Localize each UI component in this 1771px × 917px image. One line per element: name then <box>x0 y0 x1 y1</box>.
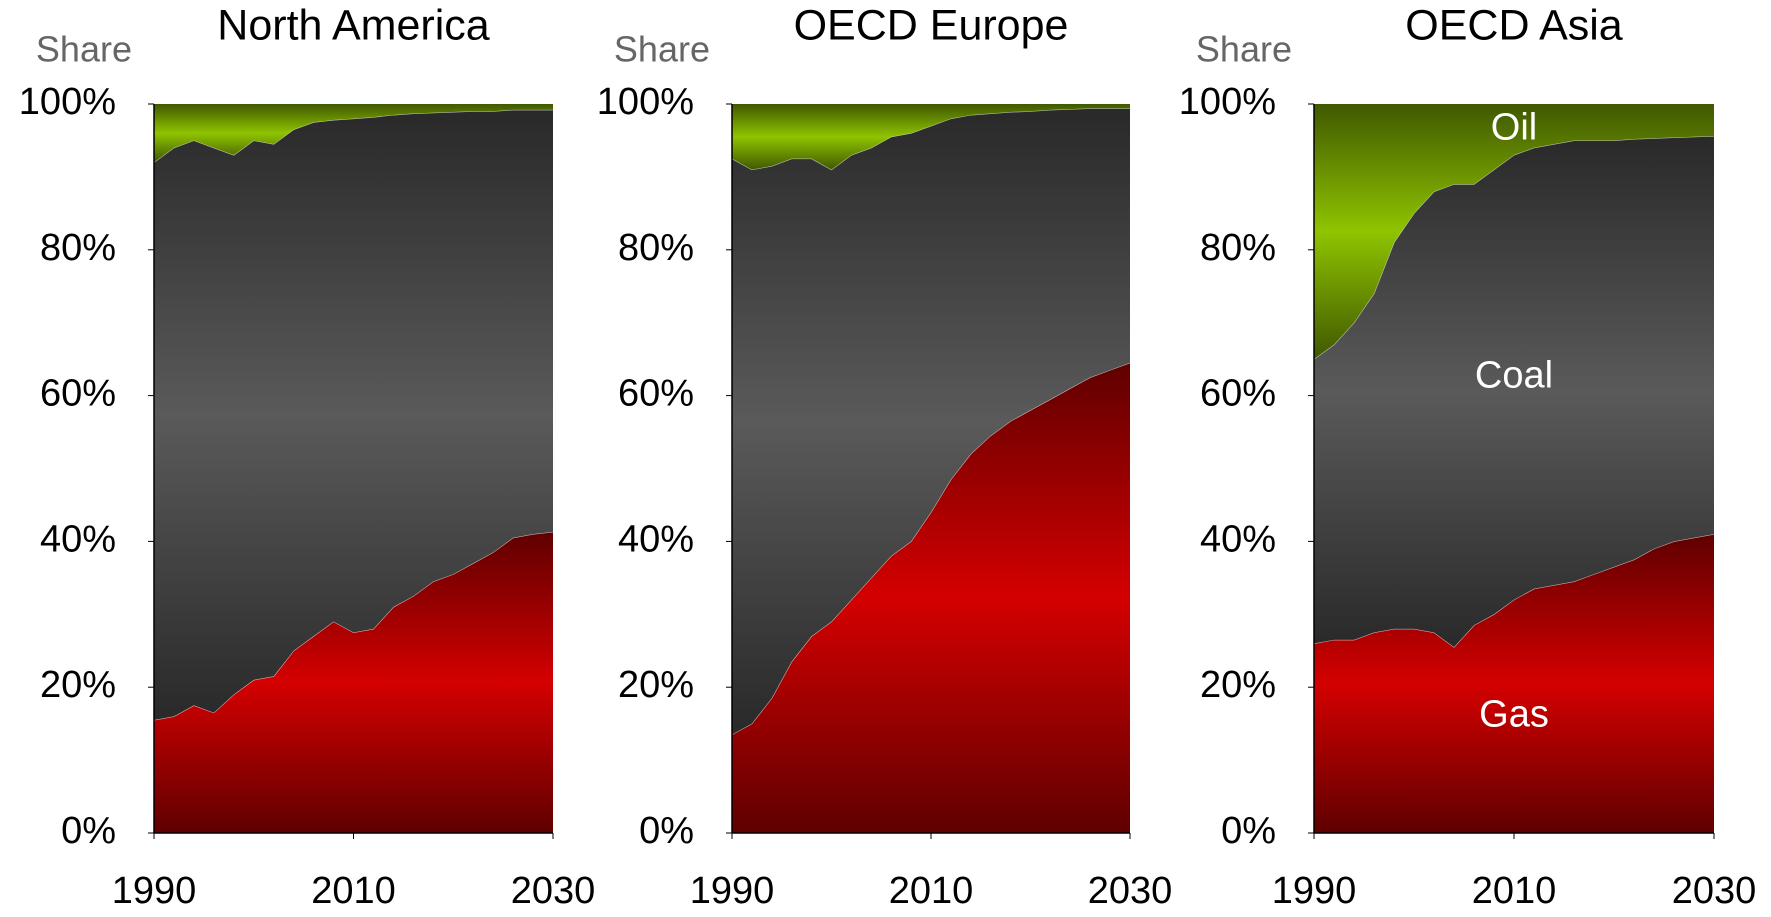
area <box>154 531 553 833</box>
y-tick-label: 40% <box>1200 518 1276 560</box>
area <box>732 108 1130 735</box>
y-tick-label: 80% <box>618 227 694 269</box>
y-axis-label: Share <box>36 29 132 70</box>
chart-title: OECD Asia <box>1405 1 1623 49</box>
y-tick-label: 0% <box>1221 810 1276 852</box>
y-tick-label: 80% <box>40 227 116 269</box>
series-label: Coal <box>1475 354 1553 396</box>
y-tick-label: 20% <box>1200 664 1276 706</box>
x-tick-label: 1990 <box>1272 870 1357 912</box>
area <box>154 104 553 163</box>
x-tick-label: 1990 <box>690 870 775 912</box>
x-tick-label: 2030 <box>1088 870 1173 912</box>
y-tick-label: 0% <box>639 810 694 852</box>
y-tick-label: 100% <box>1179 81 1276 123</box>
y-tick-label: 0% <box>61 810 116 852</box>
y-axis-label: Share <box>614 29 710 70</box>
area <box>1314 104 1714 360</box>
x-tick-label: 1990 <box>112 870 197 912</box>
y-tick-label: 80% <box>1200 227 1276 269</box>
area <box>732 104 1130 170</box>
x-tick-label: 2030 <box>511 870 596 912</box>
x-tick-label: 2030 <box>1672 870 1757 912</box>
x-tick-label: 2010 <box>311 870 396 912</box>
area <box>1314 136 1714 648</box>
y-tick-label: 100% <box>597 81 694 123</box>
chart-title: OECD Europe <box>794 1 1069 49</box>
x-tick-label: 2010 <box>1472 870 1557 912</box>
area <box>154 109 553 720</box>
x-tick-label: 2010 <box>889 870 974 912</box>
y-tick-label: 60% <box>618 373 694 415</box>
y-tick-label: 60% <box>1200 373 1276 415</box>
y-tick-label: 40% <box>40 518 116 560</box>
y-tick-label: 20% <box>618 664 694 706</box>
chart-title: North America <box>217 1 490 49</box>
y-tick-label: 60% <box>40 373 116 415</box>
y-tick-label: 20% <box>40 664 116 706</box>
y-tick-label: 40% <box>618 518 694 560</box>
y-axis-label: Share <box>1196 29 1292 70</box>
y-tick-label: 100% <box>19 81 116 123</box>
area <box>732 362 1130 833</box>
series-label: Gas <box>1479 693 1549 735</box>
series-label: Oil <box>1491 107 1537 149</box>
area <box>1314 534 1714 833</box>
